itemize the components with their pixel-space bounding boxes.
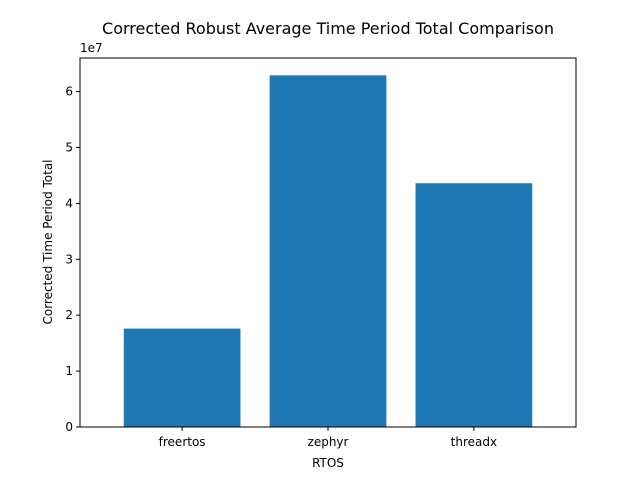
y-tick-label: 1: [65, 364, 73, 378]
x-tick-label: freertos: [159, 435, 206, 449]
x-tick-label: threadx: [451, 435, 497, 449]
x-tick-label: zephyr: [308, 435, 349, 449]
y-tick-label: 2: [65, 308, 73, 322]
bar-zephyr: [269, 75, 387, 427]
y-tick-label: 5: [65, 140, 73, 154]
y-axis-offset-label: 1e7: [80, 41, 103, 55]
chart-title: Corrected Robust Average Time Period Tot…: [102, 19, 554, 38]
bar-freertos: [123, 328, 241, 427]
x-axis-ticks: freertos zephyr threadx: [159, 427, 497, 449]
x-axis-label: RTOS: [312, 456, 344, 470]
y-axis-ticks: 0 1 2 3 4 5 6: [65, 85, 80, 434]
y-tick-label: 0: [65, 420, 73, 434]
bars-group: [123, 75, 533, 427]
y-tick-label: 6: [65, 85, 73, 99]
bar-threadx: [415, 183, 533, 427]
y-tick-label: 3: [65, 252, 73, 266]
y-axis-label: Corrected Time Period Total: [41, 159, 55, 324]
plot-area-frame: [79, 57, 577, 428]
y-tick-label: 4: [65, 196, 73, 210]
